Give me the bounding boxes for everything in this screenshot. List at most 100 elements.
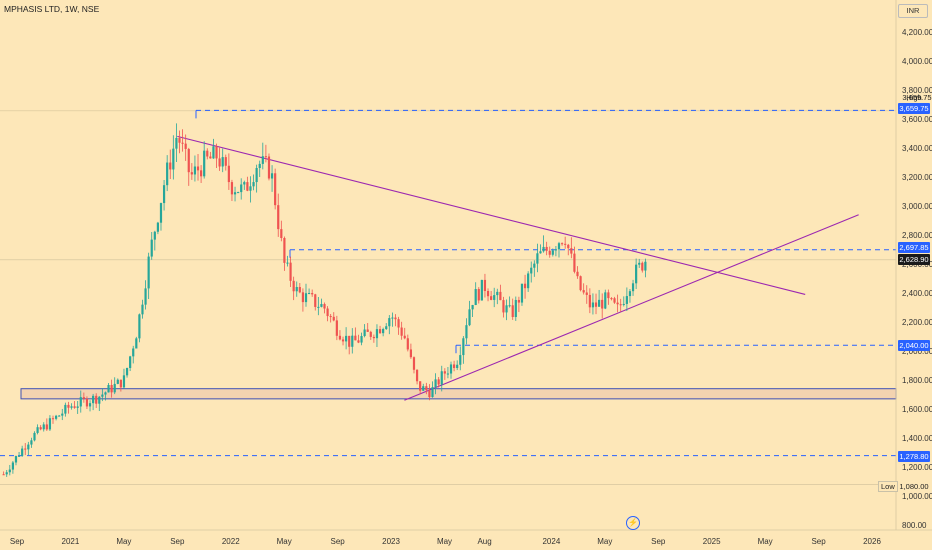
candle-body	[446, 373, 450, 375]
candle-body	[243, 182, 246, 185]
x-axis-tick-label: Sep	[811, 537, 826, 546]
trendline-descending	[177, 135, 806, 295]
candle-body	[530, 267, 533, 274]
candle-body	[369, 331, 372, 337]
candle-body	[67, 404, 70, 408]
candle-body	[468, 309, 471, 326]
candle-body	[415, 369, 419, 382]
candle-body	[246, 182, 249, 191]
candle-body	[92, 395, 95, 404]
candle-body	[582, 290, 585, 293]
candle-body	[209, 156, 212, 159]
x-axis-tick-label: 2025	[703, 537, 721, 546]
candle-body	[314, 294, 317, 307]
candle-body	[554, 249, 558, 251]
candle-body	[406, 338, 409, 350]
candle-body	[511, 305, 514, 318]
candle-body	[48, 418, 52, 430]
candle-body	[21, 448, 24, 456]
candle-body	[557, 243, 561, 250]
candle-body	[338, 335, 342, 340]
candle-body	[456, 364, 459, 369]
candle-body	[471, 305, 474, 310]
candle-body	[527, 273, 530, 289]
candle-body	[196, 166, 200, 171]
candle-body	[394, 317, 397, 320]
currency-selector[interactable]: INR	[898, 4, 928, 18]
candle-body	[567, 244, 570, 249]
candle-body	[156, 222, 160, 232]
y-axis-tick-label: 3,600.00	[902, 115, 932, 124]
candle-body	[638, 262, 641, 265]
candle-body	[95, 395, 98, 404]
candle-body	[98, 396, 101, 404]
candle-body	[378, 329, 382, 334]
candle-body	[169, 162, 172, 170]
candle-body	[190, 172, 193, 175]
candle-body	[88, 403, 92, 407]
candle-body	[375, 329, 379, 339]
high-label: High	[906, 93, 922, 102]
candle-body	[570, 248, 573, 254]
candle-body	[82, 397, 85, 399]
lightning-icon[interactable]: ⚡	[626, 516, 640, 530]
candle-body	[560, 243, 564, 245]
candle-body	[576, 271, 579, 277]
candle-body	[135, 338, 138, 349]
candle-body	[42, 424, 45, 430]
candle-body	[267, 156, 271, 179]
candle-body	[616, 302, 619, 305]
y-axis-tick-label: 4,000.00	[902, 57, 932, 66]
candle-body	[119, 379, 122, 388]
candle-body	[604, 292, 607, 309]
candle-body	[107, 385, 110, 393]
x-axis-tick-label: May	[277, 537, 292, 546]
candle-body	[591, 302, 595, 308]
candle-body	[363, 329, 366, 337]
candle-body	[110, 385, 113, 393]
y-axis-tick-label: 2,200.00	[902, 318, 932, 327]
candle-body	[116, 379, 119, 384]
candle-body	[462, 338, 465, 356]
candle-body	[499, 291, 502, 301]
candle-body	[486, 291, 490, 297]
x-axis-tick-label: May	[437, 537, 452, 546]
candle-body	[200, 170, 203, 177]
candle-body	[73, 406, 76, 408]
y-axis-tick-label: 2,400.00	[902, 289, 932, 298]
candle-body	[295, 287, 298, 292]
trendline-ascending	[404, 214, 859, 401]
candle-body	[311, 293, 314, 295]
candle-body	[443, 371, 446, 374]
candle-body	[153, 231, 156, 240]
chart-title: MPHASIS LTD, 1W, NSE	[4, 4, 100, 14]
y-axis-tick-label: 3,000.00	[902, 202, 932, 211]
x-axis-tick-label: May	[116, 537, 131, 546]
x-axis-tick-label: May	[597, 537, 612, 546]
candle-body	[332, 316, 335, 321]
candle-body	[551, 250, 554, 255]
candle-body	[292, 280, 295, 292]
last-price-tag: 2,628.90	[898, 254, 930, 265]
candle-body	[101, 394, 104, 397]
candle-body	[480, 279, 483, 301]
candle-body	[397, 319, 400, 328]
candle-body	[224, 157, 227, 166]
candle-body	[440, 371, 443, 385]
candle-body	[372, 336, 375, 339]
candle-body	[218, 158, 221, 167]
candle-body	[240, 184, 243, 193]
x-axis-tick-label: Aug	[477, 537, 491, 546]
candle-body	[505, 305, 508, 313]
candle-body	[351, 335, 354, 347]
candle-body	[162, 185, 166, 204]
candle-body	[422, 386, 425, 391]
candle-body	[14, 456, 18, 463]
candle-body	[264, 156, 267, 158]
candle-body	[203, 150, 206, 177]
y-axis-tick-label: 4,200.00	[902, 28, 932, 37]
candle-body	[449, 364, 453, 374]
candle-body	[24, 448, 27, 450]
candle-body	[27, 444, 30, 450]
